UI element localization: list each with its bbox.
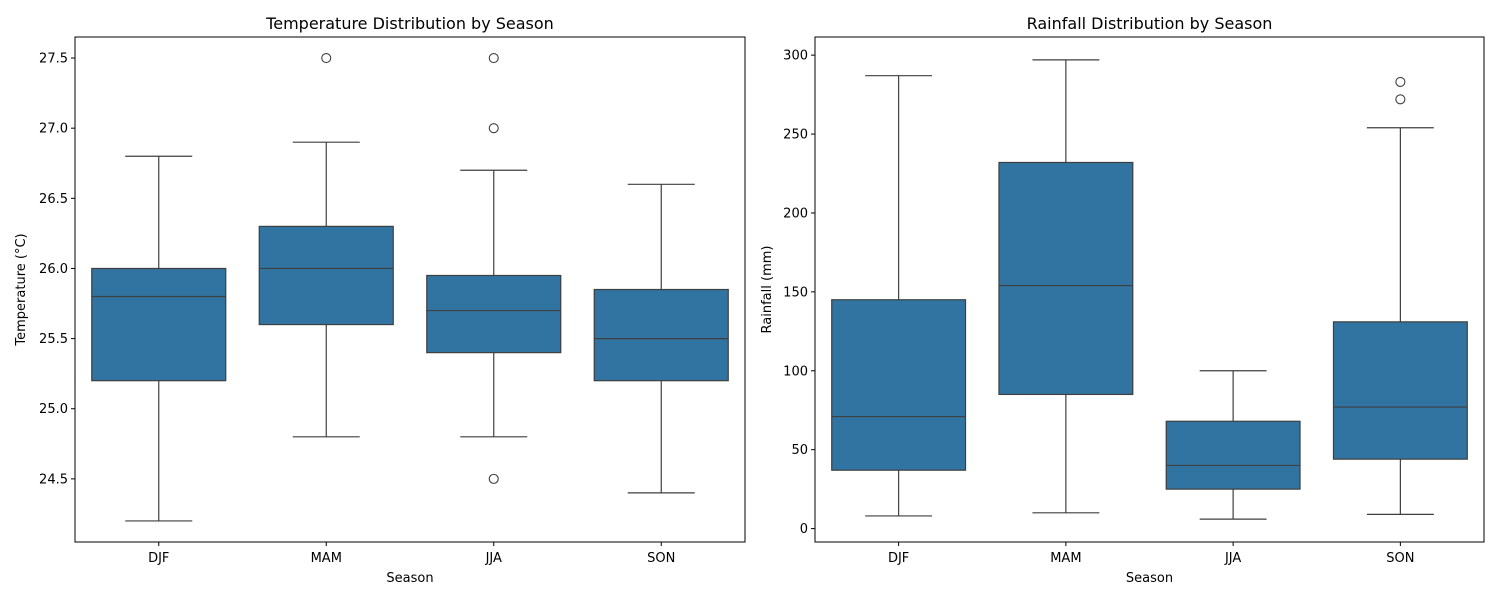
y-tick-label: 50 [791, 443, 808, 458]
rainfall-chart: Rainfall Distribution by Season Season R… [760, 14, 1485, 586]
y-axis-label: Rainfall (mm) [760, 246, 775, 334]
box-djf [91, 155, 227, 522]
temperature-chart: Temperature Distribution by Season Seaso… [14, 14, 746, 586]
box-body [998, 161, 1134, 396]
plot-area [814, 36, 1485, 543]
box-son [593, 183, 729, 494]
y-tick-label: 27.5 [39, 52, 68, 67]
outlier-point [488, 52, 499, 64]
y-tick-label: 26.0 [39, 262, 68, 277]
x-axis-label: Season [1126, 571, 1173, 586]
outlier-point [488, 473, 499, 484]
y-tick-label: 25.0 [39, 402, 68, 417]
y-tick-label: 25.5 [39, 332, 68, 347]
x-tick-label: MAM [311, 551, 342, 566]
marks-layer: 0 50 100 150 200 250 300 DJF MAM JJA SON [783, 49, 1468, 566]
outlier-point [1395, 76, 1406, 88]
box-body [258, 225, 394, 326]
outlier-point [1395, 94, 1406, 105]
box-body [593, 288, 729, 382]
box-mam [258, 52, 394, 438]
x-axis-label: Season [386, 571, 433, 586]
box-body [91, 267, 227, 382]
y-tick-label: 27.0 [39, 122, 68, 137]
x-tick-label: JJA [485, 551, 502, 566]
x-tick-label: JJA [1224, 551, 1241, 566]
y-tick-label: 0 [800, 522, 808, 537]
box-body [1165, 420, 1301, 490]
y-tick-label: 300 [783, 49, 808, 64]
y-axis-label: Temperature (°C) [14, 233, 29, 346]
box-son [1332, 76, 1468, 515]
y-tick-label: 24.5 [39, 472, 68, 487]
marks-layer: 24.5 25.0 25.5 26.0 26.5 27.0 27.5 DJF MAM JJA SON [39, 52, 729, 566]
y-tick-label: 150 [783, 285, 808, 300]
box-body [1332, 321, 1468, 460]
x-tick-label: MAM [1050, 551, 1081, 566]
chart-title: Temperature Distribution by Season [265, 14, 554, 33]
y-tick-label: 26.5 [39, 192, 68, 207]
chart-title: Rainfall Distribution by Season [1027, 14, 1273, 33]
x-tick-label: SON [647, 551, 675, 566]
box-mam [998, 59, 1134, 514]
y-tick-label: 200 [783, 206, 808, 221]
box-djf [831, 75, 967, 517]
box-jja [1165, 370, 1301, 520]
outlier-point [321, 52, 332, 64]
plot-area [74, 36, 746, 543]
box-body [426, 274, 562, 354]
box-jja [426, 52, 562, 484]
outlier-point [488, 123, 499, 134]
x-tick-label: SON [1386, 551, 1414, 566]
y-tick-label: 250 [783, 128, 808, 143]
x-tick-label: DJF [888, 551, 909, 566]
box-body [831, 299, 967, 471]
y-tick-label: 100 [783, 364, 808, 379]
x-tick-label: DJF [148, 551, 169, 566]
